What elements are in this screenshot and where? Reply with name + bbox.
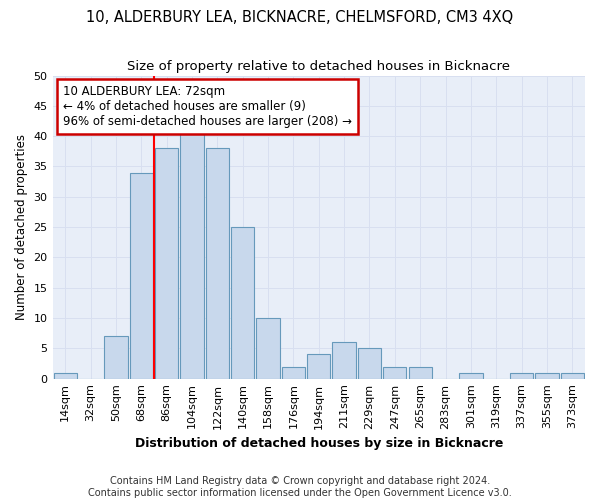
Bar [409, 366, 432, 378]
Bar [181, 130, 203, 378]
Bar [332, 342, 356, 378]
Text: Contains HM Land Registry data © Crown copyright and database right 2024.
Contai: Contains HM Land Registry data © Crown c… [88, 476, 512, 498]
Bar [206, 148, 229, 378]
Bar [535, 372, 559, 378]
Y-axis label: Number of detached properties: Number of detached properties [15, 134, 28, 320]
Text: 10 ALDERBURY LEA: 72sqm
← 4% of detached houses are smaller (9)
96% of semi-deta: 10 ALDERBURY LEA: 72sqm ← 4% of detached… [63, 84, 352, 128]
X-axis label: Distribution of detached houses by size in Bicknacre: Distribution of detached houses by size … [134, 437, 503, 450]
Bar [53, 372, 77, 378]
Title: Size of property relative to detached houses in Bicknacre: Size of property relative to detached ho… [127, 60, 510, 73]
Bar [307, 354, 331, 378]
Bar [231, 227, 254, 378]
Bar [560, 372, 584, 378]
Bar [104, 336, 128, 378]
Bar [459, 372, 482, 378]
Bar [130, 172, 153, 378]
Bar [256, 318, 280, 378]
Text: 10, ALDERBURY LEA, BICKNACRE, CHELMSFORD, CM3 4XQ: 10, ALDERBURY LEA, BICKNACRE, CHELMSFORD… [86, 10, 514, 25]
Bar [155, 148, 178, 378]
Bar [282, 366, 305, 378]
Bar [383, 366, 406, 378]
Bar [358, 348, 381, 378]
Bar [510, 372, 533, 378]
